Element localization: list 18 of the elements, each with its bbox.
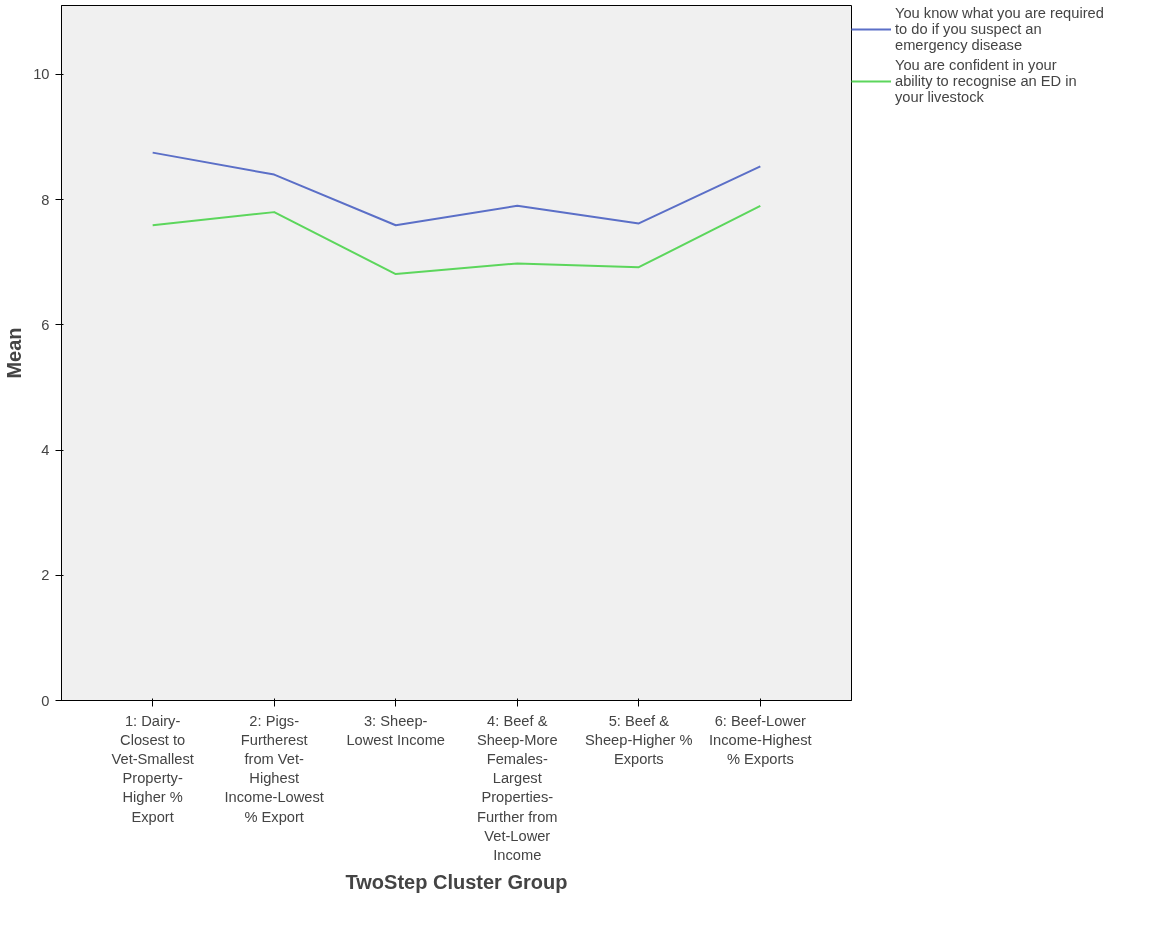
- legend-label: You know what you are required to do if you suspect an emergency disease: [895, 5, 1104, 53]
- y-tick-label: 6: [41, 316, 50, 333]
- legend-label: You are confident in your ability to recognise an ED in your livestock: [895, 57, 1077, 105]
- line-series: [151, 204, 762, 276]
- x-axis-title: TwoStep Cluster Group: [345, 870, 568, 893]
- y-tick-label: 8: [41, 191, 50, 208]
- x-tick-label: 2: Pigs-Furtherest from Vet-Highest Income-Lowest % Export: [224, 712, 324, 825]
- line-series: [151, 151, 762, 227]
- x-tick-label: 4: Beef & Sheep-More Females-Largest Properties-Further from Vet-Lower Income: [476, 712, 558, 863]
- y-tick-label: 2: [41, 567, 50, 584]
- x-tick-label: 3: Sheep-Lowest Income: [346, 712, 446, 748]
- x-tick-label: 1: Dairy-Closest to Vet-Smallest Property-Higher % Export: [111, 712, 194, 825]
- y-tick-label: 10: [33, 66, 50, 83]
- y-tick-label: 0: [41, 692, 50, 709]
- y-tick-label: 4: [41, 442, 50, 459]
- x-tick-label: 5: Beef & Sheep-Higher % Exports: [585, 712, 693, 767]
- x-tick-label: 6: Beef-Lower Income-Highest % Exports: [709, 712, 812, 767]
- y-axis-title: Mean: [3, 327, 26, 379]
